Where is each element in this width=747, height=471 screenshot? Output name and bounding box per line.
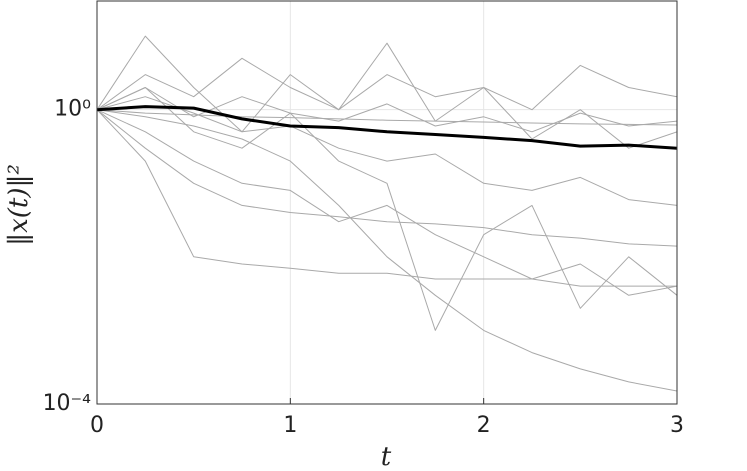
x-tick-label: 2 — [477, 413, 491, 438]
series-line — [97, 105, 677, 150]
y-tick-label: 10⁻⁴ — [43, 391, 92, 416]
series-line — [97, 109, 677, 296]
series-line — [97, 109, 677, 287]
x-tick-label: 3 — [670, 413, 684, 438]
series-line — [97, 109, 677, 126]
series-line — [97, 87, 677, 133]
y-axis-label: ‖x(t)‖² — [4, 164, 34, 246]
series-line — [97, 109, 677, 247]
series-line — [97, 87, 677, 331]
x-tick-label: 0 — [90, 413, 104, 438]
series-line — [97, 57, 677, 111]
series-line — [97, 109, 677, 392]
x-axis-label: t — [381, 442, 392, 471]
x-tick-label: 1 — [283, 413, 297, 438]
series-line — [97, 96, 677, 206]
series-line — [97, 35, 677, 149]
plot-frame — [96, 0, 678, 405]
y-tick-label: 10⁰ — [54, 97, 91, 122]
